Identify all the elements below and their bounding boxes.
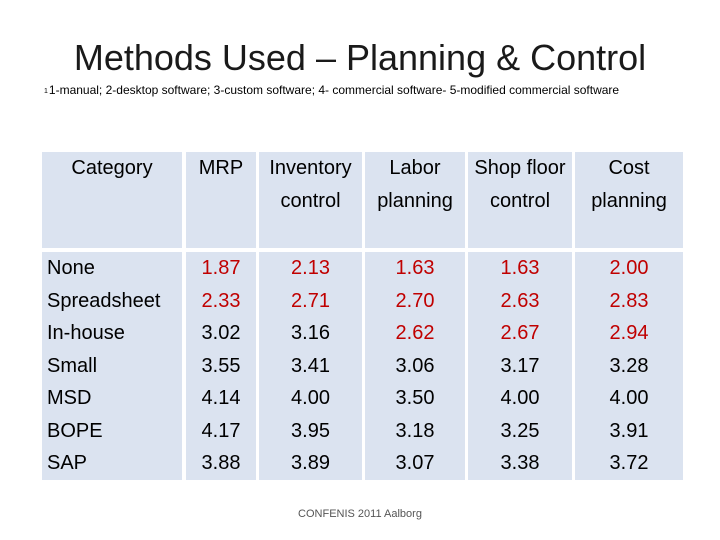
category-cell: BOPE xyxy=(47,419,103,442)
mrp-value: 4.14 xyxy=(201,387,241,409)
inventory-value: 2.13 xyxy=(291,257,330,279)
header-cost-planning: Cost planning xyxy=(575,152,683,248)
header-shop-floor-control: Shop floor control xyxy=(468,152,572,248)
labor-value: 2.62 xyxy=(395,322,435,344)
inventory-value: 3.89 xyxy=(291,452,330,474)
cost-value: 3.91 xyxy=(609,419,649,442)
header-mrp: MRP xyxy=(186,152,256,248)
slide-subtitle: 11-manual; 2-desktop software; 3-custom … xyxy=(44,83,720,99)
mrp-value: 2.33 xyxy=(201,289,241,312)
category-column: None Spreadsheet In-house Small MSD BOPE SAP xyxy=(42,252,182,480)
shop-floor-value: 3.38 xyxy=(500,452,540,474)
shop-floor-value: 3.17 xyxy=(500,354,540,377)
mrp-value: 3.02 xyxy=(201,322,241,344)
slide-title: Methods Used – Planning & Control xyxy=(73,37,647,78)
shop-floor-value: 2.63 xyxy=(500,289,540,312)
subtitle-marker: 1 xyxy=(44,88,48,95)
category-cell: Small xyxy=(47,354,98,377)
mrp-value: 1.87 xyxy=(201,257,241,279)
category-cell: MSD xyxy=(47,387,92,409)
cost-value: 2.83 xyxy=(609,289,649,312)
header-inventory-control: Inventory control xyxy=(259,152,362,248)
subtitle-text: 1-manual; 2-desktop software; 3-custom s… xyxy=(48,83,620,97)
shop-floor-value: 2.67 xyxy=(500,322,540,344)
cost-value: 4.00 xyxy=(609,387,649,409)
cost-column: 2.00 2.83 2.94 3.28 4.00 3.91 3.72 xyxy=(575,252,683,480)
labor-value: 1.63 xyxy=(395,257,435,279)
labor-value: 3.07 xyxy=(395,452,435,474)
shop-floor-value: 4.00 xyxy=(500,387,540,409)
category-cell: None xyxy=(47,257,95,279)
labor-value: 3.06 xyxy=(395,354,435,377)
shop-floor-value: 1.63 xyxy=(500,257,540,279)
inventory-column: 2.13 2.71 3.16 3.41 4.00 3.95 3.89 xyxy=(259,252,362,480)
cost-value: 2.00 xyxy=(609,257,649,279)
labor-column: 1.63 2.70 2.62 3.06 3.50 3.18 3.07 xyxy=(365,252,465,480)
labor-value: 2.70 xyxy=(395,289,435,312)
inventory-value: 3.16 xyxy=(291,322,330,344)
mrp-value: 3.55 xyxy=(201,354,241,377)
header-category: Category xyxy=(42,152,182,248)
header-labor-planning: Labor planning xyxy=(365,152,465,248)
labor-value: 3.18 xyxy=(395,419,435,442)
inventory-value: 4.00 xyxy=(291,387,330,409)
mrp-value: 4.17 xyxy=(201,419,241,442)
inventory-value: 3.95 xyxy=(291,419,330,442)
mrp-value: 3.88 xyxy=(201,452,241,474)
labor-value: 3.50 xyxy=(395,387,435,409)
inventory-value: 3.41 xyxy=(291,354,330,377)
cost-value: 3.72 xyxy=(609,452,649,474)
mrp-column: 1.87 2.33 3.02 3.55 4.14 4.17 3.88 xyxy=(186,252,256,480)
category-cell: Spreadsheet xyxy=(47,289,161,312)
category-cell: SAP xyxy=(47,452,88,474)
footer: CONFENIS 2011 Aalborg xyxy=(298,508,422,520)
cost-value: 3.28 xyxy=(609,354,649,377)
category-cell: In-house xyxy=(47,322,125,344)
shop-floor-column: 1.63 2.63 2.67 3.17 4.00 3.25 3.38 xyxy=(468,252,572,480)
cost-value: 2.94 xyxy=(609,322,649,344)
shop-floor-value: 3.25 xyxy=(500,419,540,442)
inventory-value: 2.71 xyxy=(291,289,330,312)
